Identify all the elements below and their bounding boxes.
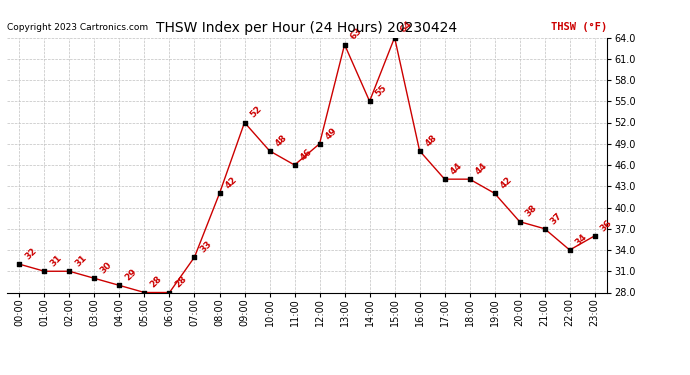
Text: 37: 37 xyxy=(549,211,564,226)
Text: 52: 52 xyxy=(248,105,264,120)
Point xyxy=(289,162,300,168)
Point xyxy=(164,290,175,296)
Point xyxy=(414,148,425,154)
Point xyxy=(514,219,525,225)
Text: 44: 44 xyxy=(448,161,464,176)
Point xyxy=(314,141,325,147)
Text: 28: 28 xyxy=(174,274,189,290)
Point xyxy=(114,282,125,288)
Text: 34: 34 xyxy=(574,232,589,247)
Text: THSW (°F): THSW (°F) xyxy=(551,22,607,32)
Point xyxy=(564,247,575,253)
Text: 30: 30 xyxy=(99,261,114,276)
Text: 64: 64 xyxy=(399,20,414,35)
Point xyxy=(139,290,150,296)
Text: 32: 32 xyxy=(23,246,39,261)
Point xyxy=(489,190,500,196)
Point xyxy=(14,261,25,267)
Point xyxy=(239,120,250,126)
Text: 31: 31 xyxy=(48,253,63,268)
Text: 46: 46 xyxy=(299,147,314,162)
Text: 48: 48 xyxy=(274,133,289,148)
Point xyxy=(89,275,100,281)
Point xyxy=(389,34,400,40)
Point xyxy=(264,148,275,154)
Text: 38: 38 xyxy=(524,204,539,219)
Text: 33: 33 xyxy=(199,239,214,254)
Text: 29: 29 xyxy=(124,267,139,283)
Point xyxy=(189,254,200,260)
Point xyxy=(439,176,450,182)
Text: 44: 44 xyxy=(474,161,489,176)
Text: 55: 55 xyxy=(374,83,389,99)
Point xyxy=(464,176,475,182)
Point xyxy=(214,190,225,196)
Text: 36: 36 xyxy=(599,218,614,233)
Text: 28: 28 xyxy=(148,274,164,290)
Text: Copyright 2023 Cartronics.com: Copyright 2023 Cartronics.com xyxy=(7,23,148,32)
Title: THSW Index per Hour (24 Hours) 20230424: THSW Index per Hour (24 Hours) 20230424 xyxy=(157,21,457,35)
Text: 63: 63 xyxy=(348,27,364,42)
Point xyxy=(339,42,350,48)
Point xyxy=(539,226,550,232)
Point xyxy=(64,268,75,274)
Text: 48: 48 xyxy=(424,133,439,148)
Point xyxy=(589,233,600,239)
Text: 49: 49 xyxy=(324,126,339,141)
Point xyxy=(364,98,375,104)
Text: 42: 42 xyxy=(499,175,514,190)
Point xyxy=(39,268,50,274)
Text: 42: 42 xyxy=(224,175,239,190)
Text: 31: 31 xyxy=(74,253,89,268)
